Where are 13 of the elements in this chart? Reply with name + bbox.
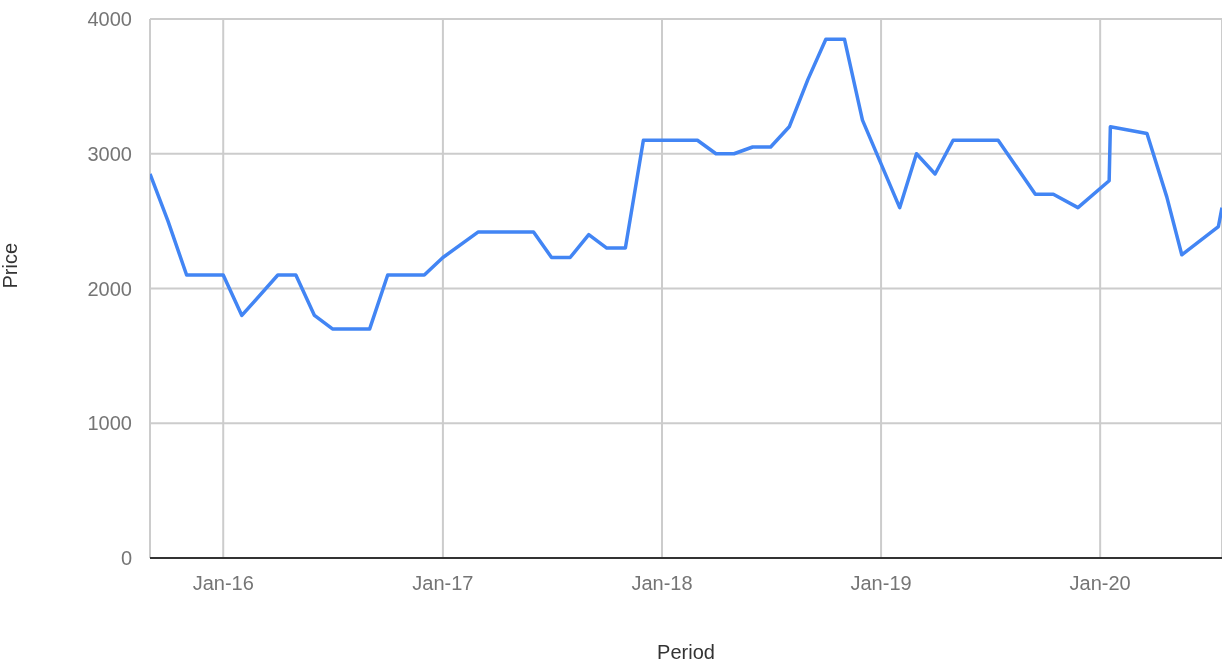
x-tick-label: Jan-19 bbox=[850, 572, 912, 595]
x-tick-label: Jan-20 bbox=[1069, 572, 1131, 595]
y-tick-label: 4000 bbox=[87, 8, 132, 31]
y-axis-title: Price bbox=[0, 242, 22, 289]
y-tick-label: 0 bbox=[120, 547, 132, 570]
x-axis-title: Period bbox=[657, 641, 715, 663]
x-tick-label: Jan-17 bbox=[412, 572, 474, 595]
y-tick-label: 3000 bbox=[87, 142, 132, 165]
x-tick-label: Jan-18 bbox=[631, 572, 693, 595]
y-tick-label: 1000 bbox=[87, 412, 132, 435]
x-tick-label: Jan-16 bbox=[192, 572, 254, 595]
line-series bbox=[150, 37, 1222, 331]
y-tick-label: 2000 bbox=[87, 277, 132, 300]
